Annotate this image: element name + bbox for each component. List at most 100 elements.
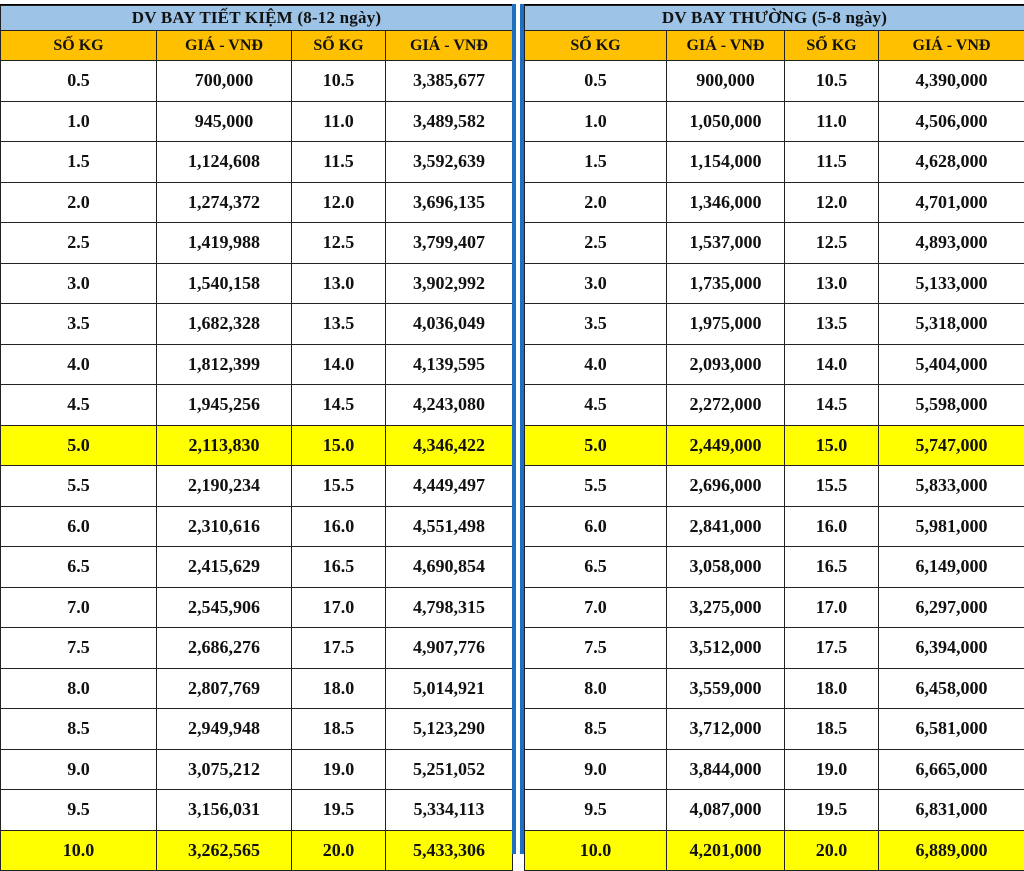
price-cell: 2,415,629	[157, 547, 292, 588]
price-cell: 4,506,000	[879, 101, 1024, 142]
weight-cell: 11.0	[785, 101, 879, 142]
column-header-weight: SỐ KG	[1, 31, 157, 61]
price-cell: 3,844,000	[667, 749, 785, 790]
column-header-price: GIÁ - VNĐ	[879, 31, 1024, 61]
weight-cell: 5.0	[1, 425, 157, 466]
weight-cell: 13.0	[292, 263, 386, 304]
weight-cell: 17.0	[785, 587, 879, 628]
price-cell: 4,390,000	[879, 61, 1024, 102]
weight-cell: 6.0	[525, 506, 667, 547]
price-cell: 3,696,135	[386, 182, 513, 223]
price-cell: 4,449,497	[386, 466, 513, 507]
price-cell: 1,812,399	[157, 344, 292, 385]
weight-cell: 12.0	[292, 182, 386, 223]
price-cell: 1,346,000	[667, 182, 785, 223]
price-cell: 2,449,000	[667, 425, 785, 466]
weight-cell: 1.5	[525, 142, 667, 183]
price-cell: 4,798,315	[386, 587, 513, 628]
price-cell: 945,000	[157, 101, 292, 142]
price-cell: 2,807,769	[157, 668, 292, 709]
price-cell: 2,272,000	[667, 385, 785, 426]
weight-cell: 17.0	[292, 587, 386, 628]
column-header-weight: SỐ KG	[292, 31, 386, 61]
weight-cell: 11.5	[292, 142, 386, 183]
price-cell: 3,275,000	[667, 587, 785, 628]
price-cell: 6,394,000	[879, 628, 1024, 669]
weight-cell: 12.0	[785, 182, 879, 223]
price-cell: 4,139,595	[386, 344, 513, 385]
price-cell: 4,551,498	[386, 506, 513, 547]
price-cell: 4,690,854	[386, 547, 513, 588]
weight-cell: 16.0	[292, 506, 386, 547]
weight-cell: 5.5	[525, 466, 667, 507]
weight-cell: 11.5	[785, 142, 879, 183]
price-cell: 3,075,212	[157, 749, 292, 790]
price-cell: 1,419,988	[157, 223, 292, 264]
price-cell: 6,149,000	[879, 547, 1024, 588]
price-cell: 2,686,276	[157, 628, 292, 669]
weight-cell: 4.5	[1, 385, 157, 426]
price-cell: 5,251,052	[386, 749, 513, 790]
price-cell: 2,696,000	[667, 466, 785, 507]
price-cell: 2,949,948	[157, 709, 292, 750]
weight-cell: 8.0	[525, 668, 667, 709]
price-cell: 5,404,000	[879, 344, 1024, 385]
weight-cell: 8.5	[525, 709, 667, 750]
weight-cell: 4.5	[525, 385, 667, 426]
price-cell: 5,014,921	[386, 668, 513, 709]
price-cell: 5,981,000	[879, 506, 1024, 547]
weight-cell: 6.5	[1, 547, 157, 588]
price-cell: 4,087,000	[667, 790, 785, 831]
weight-cell: 7.0	[1, 587, 157, 628]
weight-cell: 3.0	[525, 263, 667, 304]
weight-cell: 2.5	[525, 223, 667, 264]
price-cell: 900,000	[667, 61, 785, 102]
weight-cell: 13.0	[785, 263, 879, 304]
weight-cell: 18.0	[785, 668, 879, 709]
table-title: DV BAY TIẾT KIỆM (8-12 ngày)	[1, 6, 513, 31]
price-cell: 2,841,000	[667, 506, 785, 547]
weight-cell: 6.5	[525, 547, 667, 588]
price-cell: 6,458,000	[879, 668, 1024, 709]
weight-cell: 14.5	[785, 385, 879, 426]
price-cell: 5,334,113	[386, 790, 513, 831]
weight-cell: 4.0	[1, 344, 157, 385]
weight-cell: 1.0	[1, 101, 157, 142]
weight-cell: 3.5	[525, 304, 667, 345]
price-cell: 3,156,031	[157, 790, 292, 831]
column-header-row: SỐ KG GIÁ - VNĐ SỐ KG GIÁ - VNĐ	[1, 31, 513, 61]
weight-cell: 0.5	[525, 61, 667, 102]
weight-cell: 19.0	[785, 749, 879, 790]
table-title-row: DV BAY TIẾT KIỆM (8-12 ngày)	[1, 6, 513, 31]
weight-cell: 16.0	[785, 506, 879, 547]
price-cell: 1,050,000	[667, 101, 785, 142]
price-cell: 5,318,000	[879, 304, 1024, 345]
price-cell: 5,833,000	[879, 466, 1024, 507]
price-cell: 3,712,000	[667, 709, 785, 750]
price-cell: 5,598,000	[879, 385, 1024, 426]
price-cell: 3,799,407	[386, 223, 513, 264]
